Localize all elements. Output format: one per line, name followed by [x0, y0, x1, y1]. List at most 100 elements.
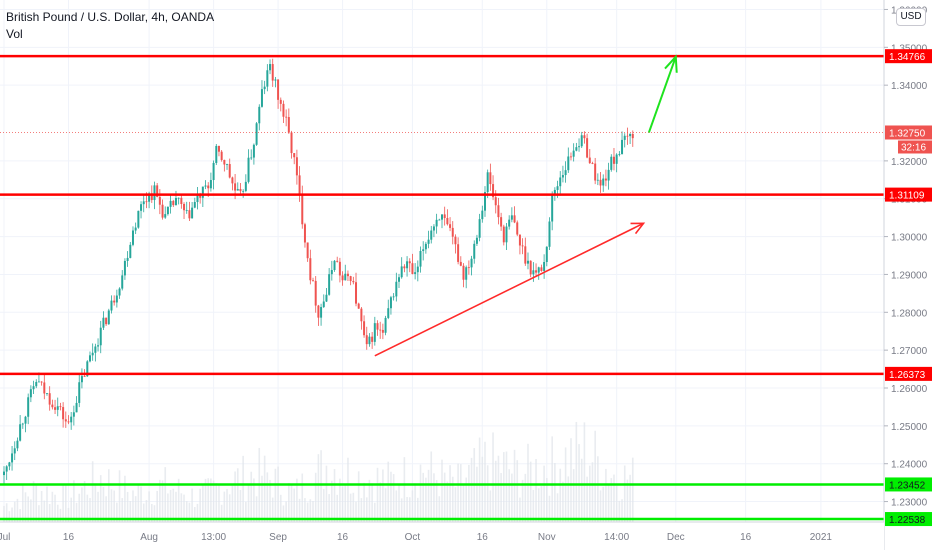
candle-body [443, 214, 446, 219]
time-tick-label: Oct [405, 532, 421, 543]
volume-bar [519, 497, 521, 522]
candle-body [290, 132, 293, 154]
candle [513, 206, 516, 224]
candle-body [352, 281, 355, 283]
candle-body [277, 79, 280, 100]
volume-bar [97, 491, 99, 522]
candle [290, 130, 293, 159]
candle [285, 109, 288, 127]
candle [142, 193, 145, 213]
candle [158, 189, 161, 215]
candle [75, 396, 78, 413]
candle-body [35, 381, 38, 387]
candle [129, 241, 132, 259]
volume-bar [368, 479, 371, 522]
candle [317, 304, 320, 326]
volume-bar [325, 465, 328, 522]
volume-bar [73, 480, 75, 522]
volume-bar [384, 488, 387, 522]
volume-bar [629, 474, 631, 522]
countdown-tag [898, 140, 932, 154]
candle-body [322, 301, 325, 308]
volume-bar [486, 465, 489, 522]
candle [588, 148, 591, 164]
volume-bar [116, 502, 118, 522]
candle-body [556, 186, 559, 190]
volume-bar [193, 507, 196, 522]
volume-bar [314, 472, 317, 522]
candle-body [45, 393, 48, 394]
candle [27, 393, 30, 425]
candle [395, 272, 398, 302]
candle-body [427, 239, 430, 244]
volume-bar [567, 476, 570, 522]
candle [578, 138, 581, 152]
candle-body [516, 222, 519, 235]
candle [537, 266, 540, 280]
candle-body [67, 421, 70, 423]
candle [373, 316, 376, 346]
candle-body [432, 226, 435, 231]
candle [131, 226, 134, 247]
volume-bar [102, 486, 105, 522]
candle-body [91, 352, 94, 356]
level-price-tag-2 [885, 366, 932, 381]
candle [8, 461, 11, 471]
candle-body [615, 154, 618, 164]
volume-bar [500, 473, 502, 522]
candle-body [5, 466, 8, 472]
candle [59, 402, 62, 411]
candle-body [381, 329, 384, 333]
candle [217, 145, 220, 157]
volume-bar [24, 492, 27, 522]
candle [465, 265, 468, 289]
volume-bar [513, 449, 516, 522]
candle-body [285, 116, 288, 118]
candle-body [580, 135, 583, 147]
volume-bar [298, 498, 301, 522]
candle-body [312, 280, 315, 282]
candle [365, 326, 368, 350]
volume-bar [470, 457, 473, 522]
candle-body [266, 70, 269, 87]
volume-bar [223, 491, 226, 522]
candle-body [166, 206, 169, 215]
candle-body [336, 260, 339, 262]
candle-body [338, 261, 341, 276]
candle [274, 76, 277, 88]
candle-body [602, 178, 605, 186]
price-tick-label: 1.32000 [891, 157, 928, 168]
volume-bar [153, 505, 156, 522]
candle-body [19, 424, 22, 441]
candle-body [344, 273, 347, 281]
volume-bar [245, 501, 247, 522]
candle [526, 252, 529, 270]
candle-body [494, 197, 497, 206]
currency-button[interactable]: USD [896, 8, 926, 26]
volume-bar [161, 480, 164, 522]
volume-bar [532, 489, 535, 522]
volume-bar [438, 496, 441, 522]
candle-body [29, 389, 32, 398]
candle-body [545, 246, 548, 263]
volume-bar [352, 492, 355, 522]
volume-label: Vol [6, 27, 23, 41]
candle [35, 379, 38, 389]
candle [13, 441, 16, 461]
candle-body [392, 296, 395, 298]
candle [228, 158, 231, 179]
candle-body [535, 270, 538, 273]
volume-bar [59, 508, 62, 522]
candle [483, 186, 486, 217]
volume-bar [86, 494, 89, 522]
candle [107, 308, 110, 325]
candle [11, 446, 14, 471]
candle-body [398, 277, 401, 282]
volume-bar [379, 482, 381, 522]
volume-bar [631, 457, 634, 522]
volume-bar [347, 457, 349, 522]
volume-bar [46, 486, 48, 522]
candle-body [441, 214, 443, 220]
candle [72, 405, 75, 426]
